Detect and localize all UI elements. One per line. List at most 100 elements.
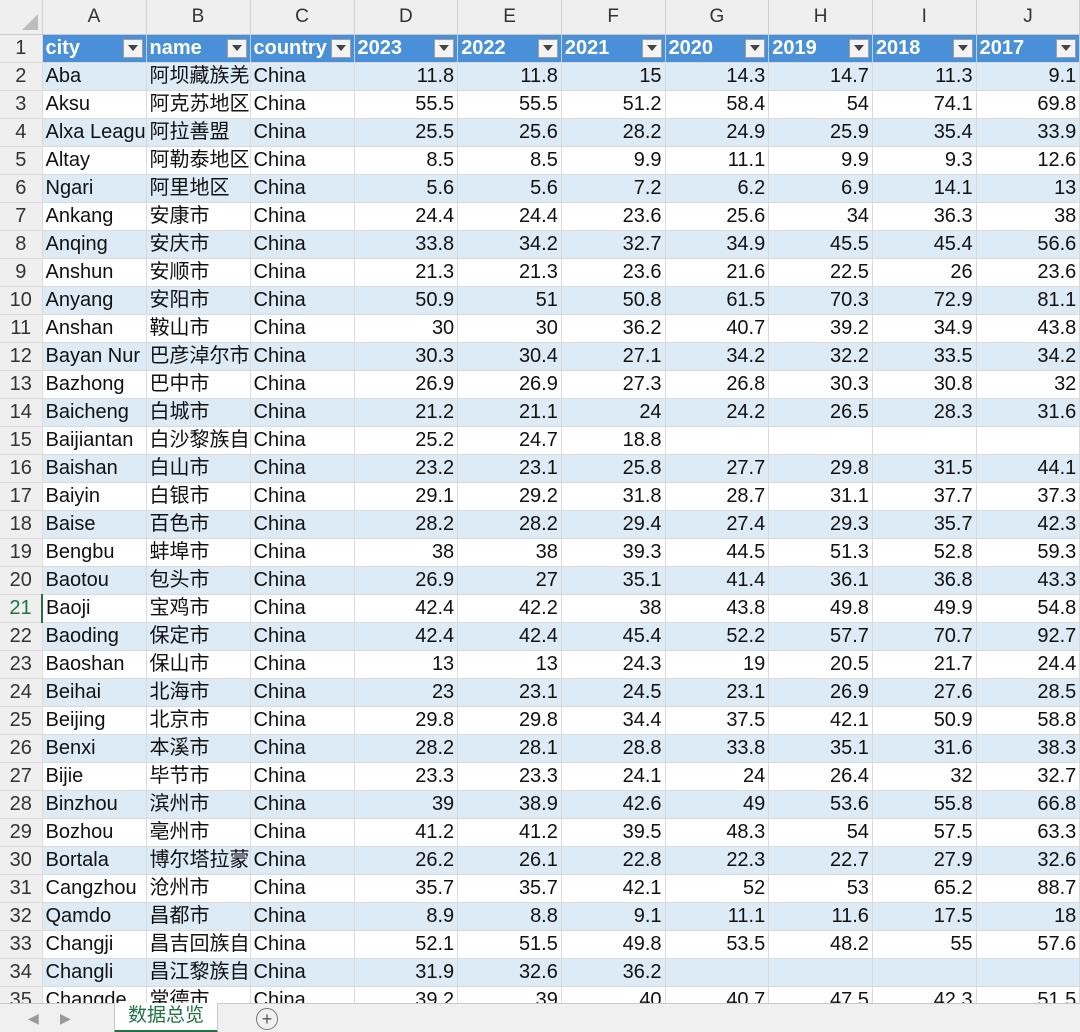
row-header[interactable]: 18 — [0, 510, 43, 539]
cell-2018[interactable]: 33.5 — [872, 342, 977, 371]
column-header-a[interactable]: A — [42, 0, 147, 35]
cell-2018[interactable]: 70.7 — [872, 622, 977, 651]
cell-2023[interactable]: 8.5 — [354, 146, 459, 175]
cell-2020[interactable]: 41.4 — [665, 566, 770, 595]
cell-2023[interactable]: 33.8 — [354, 230, 459, 259]
cell-2022[interactable]: 21.3 — [457, 258, 562, 287]
cell-2022[interactable]: 11.8 — [457, 62, 562, 91]
cell-country[interactable]: China — [250, 706, 355, 735]
cell-2019[interactable] — [768, 958, 873, 987]
cell-2021[interactable]: 23.6 — [561, 258, 666, 287]
header-cell-city[interactable]: city — [42, 34, 147, 63]
cell-2021[interactable]: 51.2 — [561, 90, 666, 119]
cell-city[interactable]: Alxa League — [42, 118, 147, 147]
cell-2018[interactable]: 32 — [872, 762, 977, 791]
cell-2022[interactable]: 29.2 — [457, 482, 562, 511]
cell-2020[interactable]: 52 — [665, 874, 770, 903]
cell-2019[interactable]: 42.1 — [768, 706, 873, 735]
cell-2023[interactable]: 5.6 — [354, 174, 459, 203]
cell-2019[interactable]: 51.3 — [768, 538, 873, 567]
cell-2021[interactable]: 45.4 — [561, 622, 666, 651]
cell-city[interactable]: Bozhou — [42, 818, 147, 847]
cell-name[interactable]: 安顺市 — [146, 258, 251, 287]
cell-city[interactable]: Beihai — [42, 678, 147, 707]
cell-name[interactable]: 保定市 — [146, 622, 251, 651]
cell-2017[interactable] — [976, 426, 1080, 455]
cell-2019[interactable]: 32.2 — [768, 342, 873, 371]
cell-country[interactable]: China — [250, 762, 355, 791]
cell-city[interactable]: Bazhong — [42, 370, 147, 399]
cell-name[interactable]: 白沙黎族自 — [146, 426, 251, 455]
cell-name[interactable]: 北京市 — [146, 706, 251, 735]
cell-city[interactable]: Aba — [42, 62, 147, 91]
cell-2020[interactable]: 58.4 — [665, 90, 770, 119]
cell-2019[interactable]: 30.3 — [768, 370, 873, 399]
row-header[interactable]: 11 — [0, 314, 43, 343]
cell-2017[interactable]: 43.3 — [976, 566, 1080, 595]
cell-2019[interactable] — [768, 426, 873, 455]
cell-2017[interactable]: 92.7 — [976, 622, 1080, 651]
cell-2023[interactable]: 39 — [354, 790, 459, 819]
cell-2020[interactable]: 40.7 — [665, 314, 770, 343]
cell-city[interactable]: Bijie — [42, 762, 147, 791]
row-header[interactable]: 29 — [0, 818, 43, 847]
row-header[interactable]: 2 — [0, 62, 43, 91]
cell-2021[interactable]: 15 — [561, 62, 666, 91]
cell-country[interactable]: China — [250, 258, 355, 287]
cell-2021[interactable]: 27.1 — [561, 342, 666, 371]
cell-2021[interactable]: 39.5 — [561, 818, 666, 847]
row-header[interactable]: 31 — [0, 874, 43, 903]
cell-2022[interactable]: 5.6 — [457, 174, 562, 203]
cell-city[interactable]: Baicheng — [42, 398, 147, 427]
cell-2020[interactable]: 52.2 — [665, 622, 770, 651]
cell-2023[interactable]: 23.3 — [354, 762, 459, 791]
cell-2018[interactable]: 36.8 — [872, 566, 977, 595]
cell-2018[interactable]: 45.4 — [872, 230, 977, 259]
row-header[interactable]: 9 — [0, 258, 43, 287]
cell-2023[interactable]: 29.8 — [354, 706, 459, 735]
cell-city[interactable]: Bayan Nur — [42, 342, 147, 371]
cell-2017[interactable]: 51.5 — [976, 986, 1080, 1003]
cell-2017[interactable]: 33.9 — [976, 118, 1080, 147]
column-header-e[interactable]: E — [457, 0, 562, 35]
cell-2019[interactable]: 35.1 — [768, 734, 873, 763]
cell-2018[interactable]: 34.9 — [872, 314, 977, 343]
cell-2022[interactable]: 27 — [457, 566, 562, 595]
header-cell-2020[interactable]: 2020 — [665, 34, 770, 63]
cell-2020[interactable]: 49 — [665, 790, 770, 819]
cell-2019[interactable]: 29.3 — [768, 510, 873, 539]
scroll-tabs-right-icon[interactable]: ▶ — [60, 1010, 71, 1026]
cell-2019[interactable]: 29.8 — [768, 454, 873, 483]
cell-2020[interactable]: 26.8 — [665, 370, 770, 399]
cell-2023[interactable]: 35.7 — [354, 874, 459, 903]
cell-2018[interactable]: 50.9 — [872, 706, 977, 735]
cell-city[interactable]: Changli — [42, 958, 147, 987]
cell-2018[interactable]: 49.9 — [872, 594, 977, 623]
cell-2017[interactable]: 44.1 — [976, 454, 1080, 483]
cell-2021[interactable]: 24 — [561, 398, 666, 427]
cell-name[interactable]: 安阳市 — [146, 286, 251, 315]
cell-2017[interactable]: 43.8 — [976, 314, 1080, 343]
cell-2022[interactable]: 51.5 — [457, 930, 562, 959]
row-header[interactable]: 8 — [0, 230, 43, 259]
cell-2021[interactable]: 42.6 — [561, 790, 666, 819]
cell-country[interactable]: China — [250, 202, 355, 231]
cell-2018[interactable]: 9.3 — [872, 146, 977, 175]
cell-2022[interactable]: 28.2 — [457, 510, 562, 539]
cell-city[interactable]: Anqing — [42, 230, 147, 259]
cell-2021[interactable]: 36.2 — [561, 314, 666, 343]
cell-2021[interactable]: 36.2 — [561, 958, 666, 987]
cell-2023[interactable]: 25.2 — [354, 426, 459, 455]
row-header-1[interactable]: 1 — [0, 34, 43, 63]
cell-2018[interactable]: 14.1 — [872, 174, 977, 203]
add-sheet-icon[interactable]: + — [256, 1008, 278, 1030]
cell-2022[interactable]: 13 — [457, 650, 562, 679]
cell-city[interactable]: Cangzhou — [42, 874, 147, 903]
filter-dropdown-icon[interactable] — [952, 38, 973, 58]
cell-2017[interactable]: 88.7 — [976, 874, 1080, 903]
cell-2020[interactable]: 11.1 — [665, 146, 770, 175]
cell-2020[interactable]: 34.9 — [665, 230, 770, 259]
cell-city[interactable]: Aksu — [42, 90, 147, 119]
cell-name[interactable]: 鞍山市 — [146, 314, 251, 343]
cell-2021[interactable]: 50.8 — [561, 286, 666, 315]
